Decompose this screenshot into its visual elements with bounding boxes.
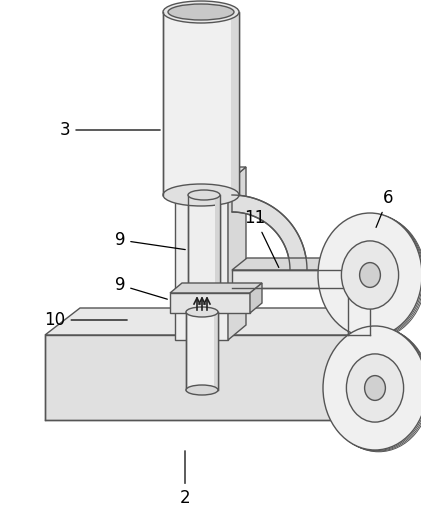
Ellipse shape <box>188 190 220 200</box>
Polygon shape <box>163 12 239 195</box>
Ellipse shape <box>186 385 218 395</box>
Polygon shape <box>348 288 370 335</box>
Text: 11: 11 <box>244 209 279 267</box>
Ellipse shape <box>346 354 404 422</box>
Ellipse shape <box>168 4 234 20</box>
Polygon shape <box>355 258 370 288</box>
Ellipse shape <box>318 213 421 337</box>
Text: 10: 10 <box>45 311 127 329</box>
Polygon shape <box>186 312 218 390</box>
Polygon shape <box>232 270 355 288</box>
Text: 6: 6 <box>376 189 393 227</box>
Polygon shape <box>175 182 228 340</box>
Polygon shape <box>360 308 395 420</box>
Polygon shape <box>232 195 307 270</box>
Polygon shape <box>170 283 262 293</box>
Ellipse shape <box>341 241 399 309</box>
Polygon shape <box>188 195 220 300</box>
Polygon shape <box>228 167 246 340</box>
Polygon shape <box>232 258 370 270</box>
Text: 3: 3 <box>60 121 160 139</box>
Ellipse shape <box>360 263 381 287</box>
Polygon shape <box>250 283 262 313</box>
Polygon shape <box>170 293 250 313</box>
Ellipse shape <box>186 307 218 317</box>
Polygon shape <box>45 335 360 420</box>
Ellipse shape <box>323 326 421 450</box>
Polygon shape <box>215 195 220 300</box>
Polygon shape <box>175 167 246 182</box>
Polygon shape <box>370 276 385 335</box>
Ellipse shape <box>163 1 239 23</box>
Text: 9: 9 <box>115 276 167 299</box>
Text: 2: 2 <box>180 451 190 507</box>
Polygon shape <box>45 308 395 335</box>
Polygon shape <box>231 12 239 195</box>
Polygon shape <box>214 312 218 390</box>
Ellipse shape <box>163 184 239 206</box>
Text: 9: 9 <box>115 231 185 250</box>
Ellipse shape <box>365 376 385 400</box>
